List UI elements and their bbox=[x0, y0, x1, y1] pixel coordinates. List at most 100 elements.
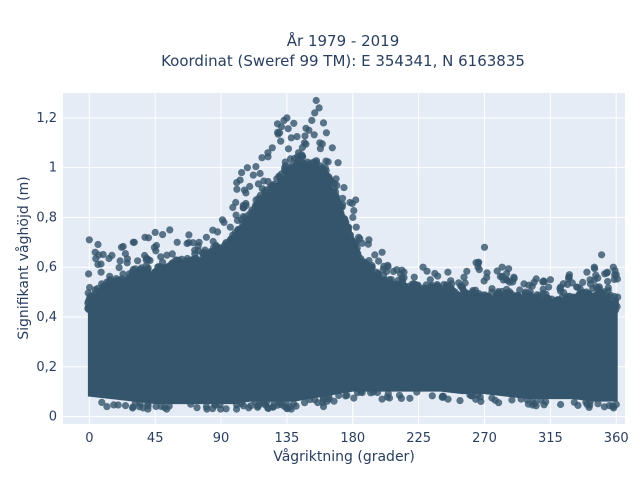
data-point bbox=[254, 180, 262, 188]
data-point bbox=[202, 233, 210, 241]
data-point bbox=[260, 200, 268, 209]
data-point bbox=[444, 268, 452, 276]
data-point bbox=[195, 238, 203, 246]
data-point bbox=[301, 165, 309, 173]
data-point bbox=[115, 264, 123, 272]
data-point bbox=[398, 290, 407, 298]
data-point bbox=[350, 394, 358, 402]
data-point bbox=[328, 144, 336, 152]
data-point bbox=[556, 300, 564, 308]
data-point bbox=[308, 116, 316, 124]
data-point bbox=[451, 288, 459, 296]
data-point bbox=[252, 163, 260, 171]
data-point bbox=[495, 399, 503, 407]
data-point bbox=[316, 145, 324, 153]
data-point bbox=[341, 217, 349, 225]
data-point bbox=[264, 404, 272, 412]
data-point bbox=[385, 276, 393, 284]
data-point bbox=[546, 276, 555, 284]
data-point bbox=[264, 177, 272, 186]
chart-title-line-1: År 1979 - 2019 bbox=[287, 31, 400, 50]
data-point bbox=[287, 134, 295, 142]
data-point bbox=[215, 248, 223, 256]
data-point bbox=[502, 289, 510, 297]
data-point bbox=[401, 284, 409, 292]
data-point bbox=[391, 289, 399, 297]
data-point bbox=[318, 165, 326, 173]
data-point bbox=[295, 162, 303, 170]
data-point bbox=[247, 402, 255, 410]
data-point bbox=[85, 270, 93, 278]
data-point bbox=[339, 194, 347, 202]
x-tick-label: 0 bbox=[85, 431, 93, 446]
data-point bbox=[240, 186, 249, 194]
data-point bbox=[540, 277, 548, 285]
data-point bbox=[105, 254, 113, 263]
data-point bbox=[86, 283, 94, 292]
data-point bbox=[604, 277, 612, 286]
data-point bbox=[574, 401, 582, 409]
data-point bbox=[480, 243, 489, 251]
data-point bbox=[175, 269, 183, 277]
data-point bbox=[509, 307, 517, 315]
data-point bbox=[121, 402, 130, 410]
data-point bbox=[609, 403, 617, 411]
data-point bbox=[400, 268, 408, 276]
data-point bbox=[349, 213, 357, 221]
data-point bbox=[325, 393, 333, 401]
data-point bbox=[525, 281, 533, 289]
data-point bbox=[264, 149, 272, 157]
data-point bbox=[483, 269, 491, 277]
data-point bbox=[476, 393, 484, 401]
data-point bbox=[578, 297, 587, 305]
data-point bbox=[342, 225, 350, 233]
data-point bbox=[488, 299, 496, 307]
data-point bbox=[330, 397, 338, 405]
data-point bbox=[352, 196, 360, 204]
data-point bbox=[183, 239, 191, 248]
data-point bbox=[220, 218, 228, 226]
data-point bbox=[306, 396, 314, 404]
data-point bbox=[135, 403, 143, 411]
data-point bbox=[193, 404, 201, 412]
data-point bbox=[503, 269, 511, 278]
data-point bbox=[583, 268, 591, 276]
data-point bbox=[493, 267, 501, 275]
data-point bbox=[557, 400, 565, 409]
data-point bbox=[469, 288, 477, 296]
data-point bbox=[168, 250, 176, 258]
data-point bbox=[273, 190, 281, 198]
data-point bbox=[243, 164, 251, 172]
data-point bbox=[488, 288, 496, 296]
data-point bbox=[607, 306, 615, 314]
data-point bbox=[460, 273, 468, 281]
data-point bbox=[590, 263, 598, 271]
data-point bbox=[404, 295, 412, 303]
data-point bbox=[471, 301, 480, 309]
data-point bbox=[263, 192, 271, 200]
data-point bbox=[276, 129, 284, 137]
y-tick-label: 0,4 bbox=[36, 310, 57, 325]
data-point bbox=[256, 169, 264, 178]
data-point bbox=[94, 260, 102, 269]
data-point bbox=[209, 237, 217, 246]
data-point bbox=[129, 238, 137, 246]
data-point bbox=[141, 233, 149, 241]
y-tick-label: 0,6 bbox=[36, 260, 57, 275]
data-point bbox=[479, 293, 487, 302]
data-point bbox=[287, 405, 295, 413]
data-point bbox=[152, 241, 160, 250]
data-point bbox=[204, 253, 212, 261]
data-point bbox=[119, 281, 127, 289]
data-point bbox=[498, 263, 506, 271]
data-point bbox=[172, 256, 180, 264]
data-point bbox=[188, 256, 196, 264]
data-point bbox=[185, 265, 193, 273]
data-point bbox=[426, 283, 434, 291]
data-point bbox=[521, 288, 530, 296]
data-point bbox=[410, 273, 418, 281]
data-point bbox=[310, 131, 318, 139]
x-tick-label: 180 bbox=[340, 431, 365, 446]
data-point bbox=[294, 174, 302, 182]
data-point bbox=[85, 294, 93, 302]
